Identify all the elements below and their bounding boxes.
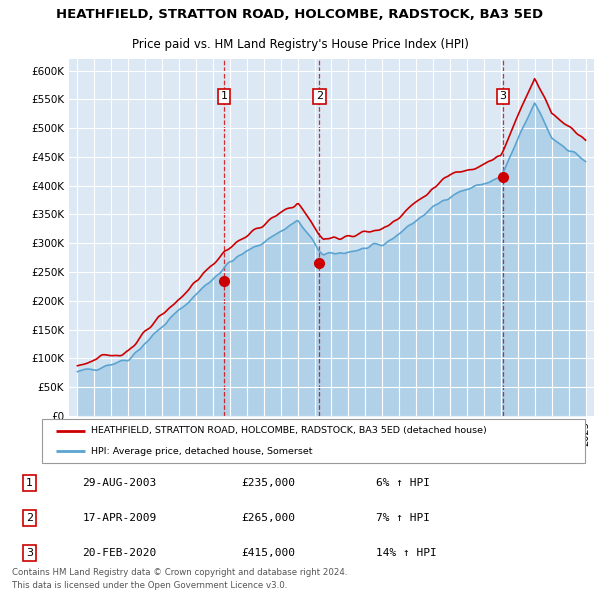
Text: 3: 3: [500, 91, 506, 101]
Text: HPI: Average price, detached house, Somerset: HPI: Average price, detached house, Some…: [91, 447, 313, 455]
Text: Contains HM Land Registry data © Crown copyright and database right 2024.: Contains HM Land Registry data © Crown c…: [12, 568, 347, 577]
Text: 17-APR-2009: 17-APR-2009: [82, 513, 157, 523]
Text: 20-FEB-2020: 20-FEB-2020: [82, 548, 157, 558]
Text: £415,000: £415,000: [241, 548, 295, 558]
Text: This data is licensed under the Open Government Licence v3.0.: This data is licensed under the Open Gov…: [12, 581, 287, 590]
Text: £265,000: £265,000: [241, 513, 295, 523]
Text: 1: 1: [26, 478, 33, 488]
Text: 2: 2: [26, 513, 33, 523]
Text: 6% ↑ HPI: 6% ↑ HPI: [376, 478, 430, 488]
Text: 14% ↑ HPI: 14% ↑ HPI: [376, 548, 437, 558]
Text: HEATHFIELD, STRATTON ROAD, HOLCOMBE, RADSTOCK, BA3 5ED: HEATHFIELD, STRATTON ROAD, HOLCOMBE, RAD…: [56, 8, 544, 21]
Text: 7% ↑ HPI: 7% ↑ HPI: [376, 513, 430, 523]
Text: 1: 1: [221, 91, 227, 101]
Text: HEATHFIELD, STRATTON ROAD, HOLCOMBE, RADSTOCK, BA3 5ED (detached house): HEATHFIELD, STRATTON ROAD, HOLCOMBE, RAD…: [91, 427, 487, 435]
Text: 2: 2: [316, 91, 323, 101]
Text: £235,000: £235,000: [241, 478, 295, 488]
Text: 29-AUG-2003: 29-AUG-2003: [82, 478, 157, 488]
Text: Price paid vs. HM Land Registry's House Price Index (HPI): Price paid vs. HM Land Registry's House …: [131, 38, 469, 51]
Text: 3: 3: [26, 548, 33, 558]
